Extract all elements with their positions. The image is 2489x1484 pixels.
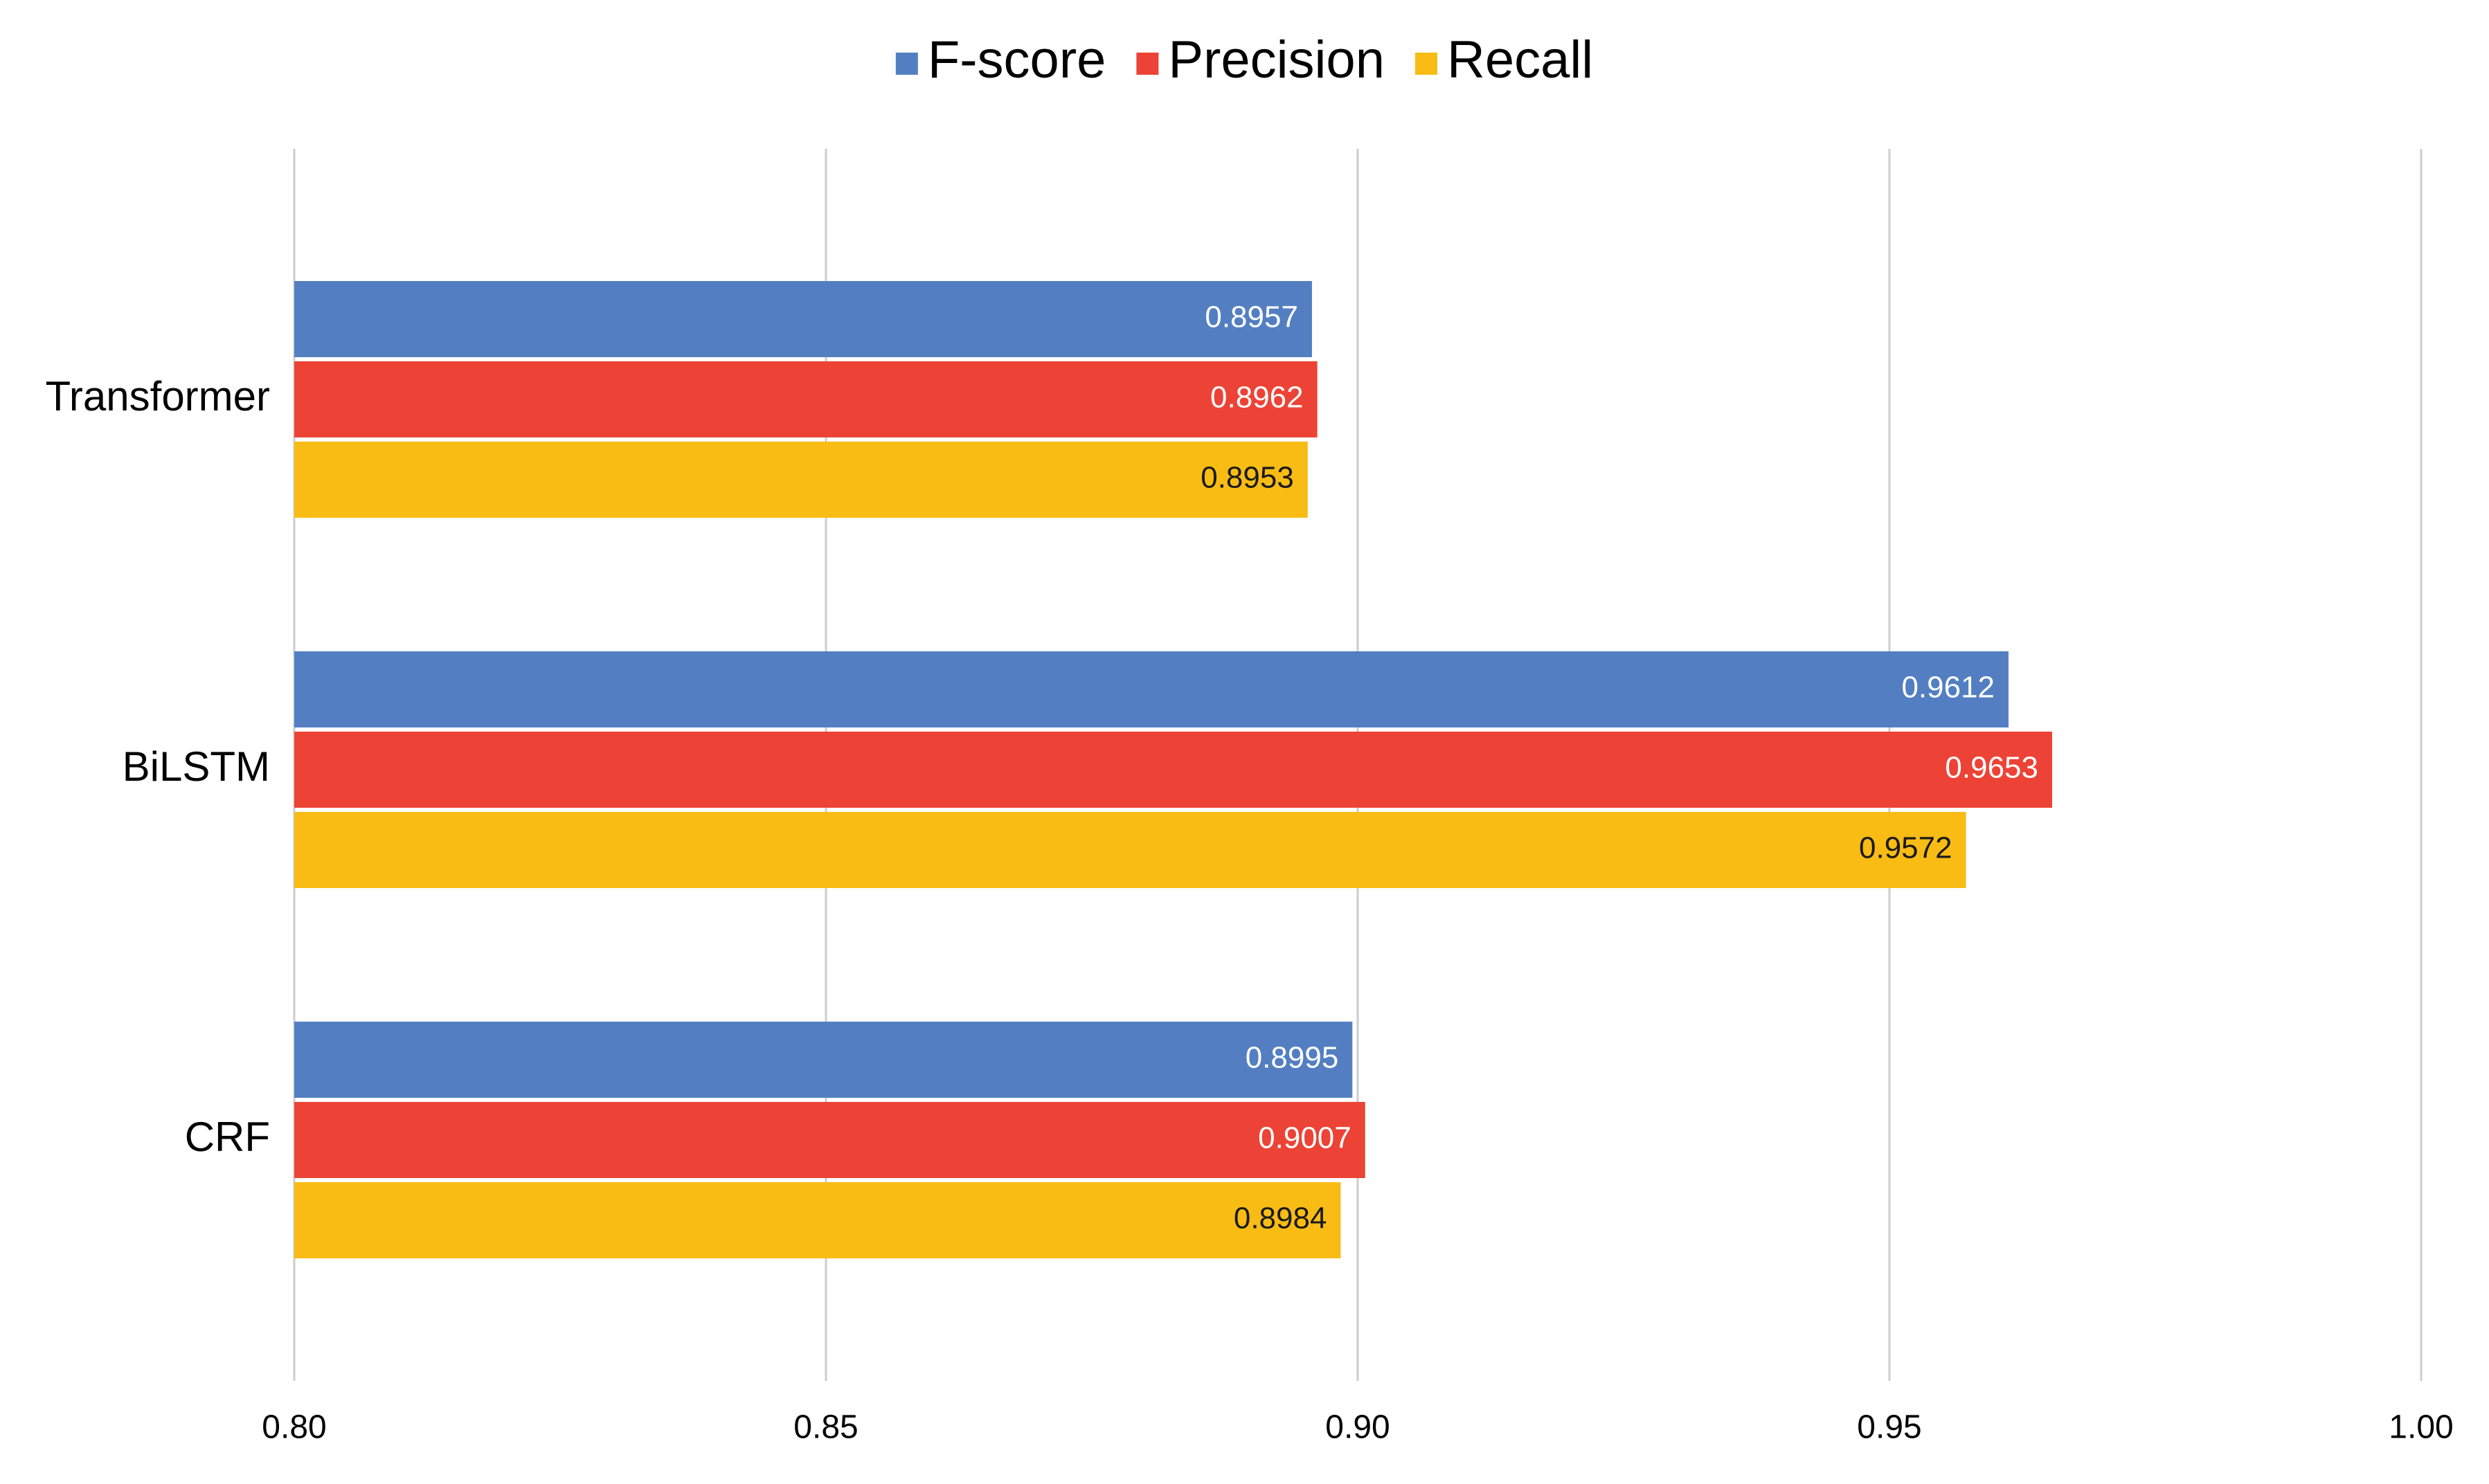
bar-recall (294, 812, 1966, 888)
bar-recall (294, 1182, 1341, 1258)
x-tick-label: 0.80 (262, 1409, 326, 1446)
bars (294, 281, 2053, 1258)
bar-data-label: 0.8953 (1201, 461, 1294, 495)
bar-precision (294, 732, 2053, 808)
legend-swatch (895, 53, 918, 75)
bar-precision (294, 1102, 1365, 1178)
legend-label: Recall (1447, 30, 1593, 89)
x-tick-label: 0.95 (1857, 1409, 1921, 1446)
bar-data-label: 0.8957 (1205, 300, 1298, 334)
legend-label: Precision (1168, 30, 1385, 89)
bar-f-score (294, 281, 1312, 357)
bar-data-label: 0.9007 (1258, 1121, 1351, 1155)
legend-swatch (1136, 53, 1159, 75)
category-labels: Transformer BiLSTM CRF (46, 373, 271, 1160)
legend-label: F-score (928, 30, 1106, 89)
bar-data-label: 0.9653 (1945, 751, 2038, 785)
bar-data-label: 0.9612 (1901, 671, 1995, 705)
chart-legend: F-score Precision Recall (895, 30, 1593, 89)
bar-data-label: 0.8995 (1246, 1041, 1339, 1075)
x-tick-label: 0.85 (793, 1409, 858, 1446)
category-label: CRF (185, 1114, 270, 1160)
bar-f-score (294, 1022, 1353, 1098)
legend-swatch (1414, 53, 1437, 75)
bar-recall (294, 442, 1308, 518)
x-tick-label: 1.00 (2389, 1409, 2453, 1446)
x-tick-label: 0.90 (1325, 1409, 1390, 1446)
category-label: Transformer (46, 373, 271, 419)
bar-data-label: 0.9572 (1859, 831, 1952, 865)
bar-data-label: 0.8962 (1210, 381, 1304, 415)
x-axis-ticks: 0.80 0.85 0.90 0.95 1.00 (262, 1409, 2453, 1446)
data-labels: 0.8957 0.8962 0.8953 0.9612 0.9653 0.9572 0.89… (1201, 300, 2038, 1236)
bar-f-score (294, 651, 2009, 727)
bar-data-label: 0.8984 (1234, 1202, 1327, 1236)
category-label: BiLSTM (123, 743, 270, 790)
bar-precision (294, 361, 1318, 437)
